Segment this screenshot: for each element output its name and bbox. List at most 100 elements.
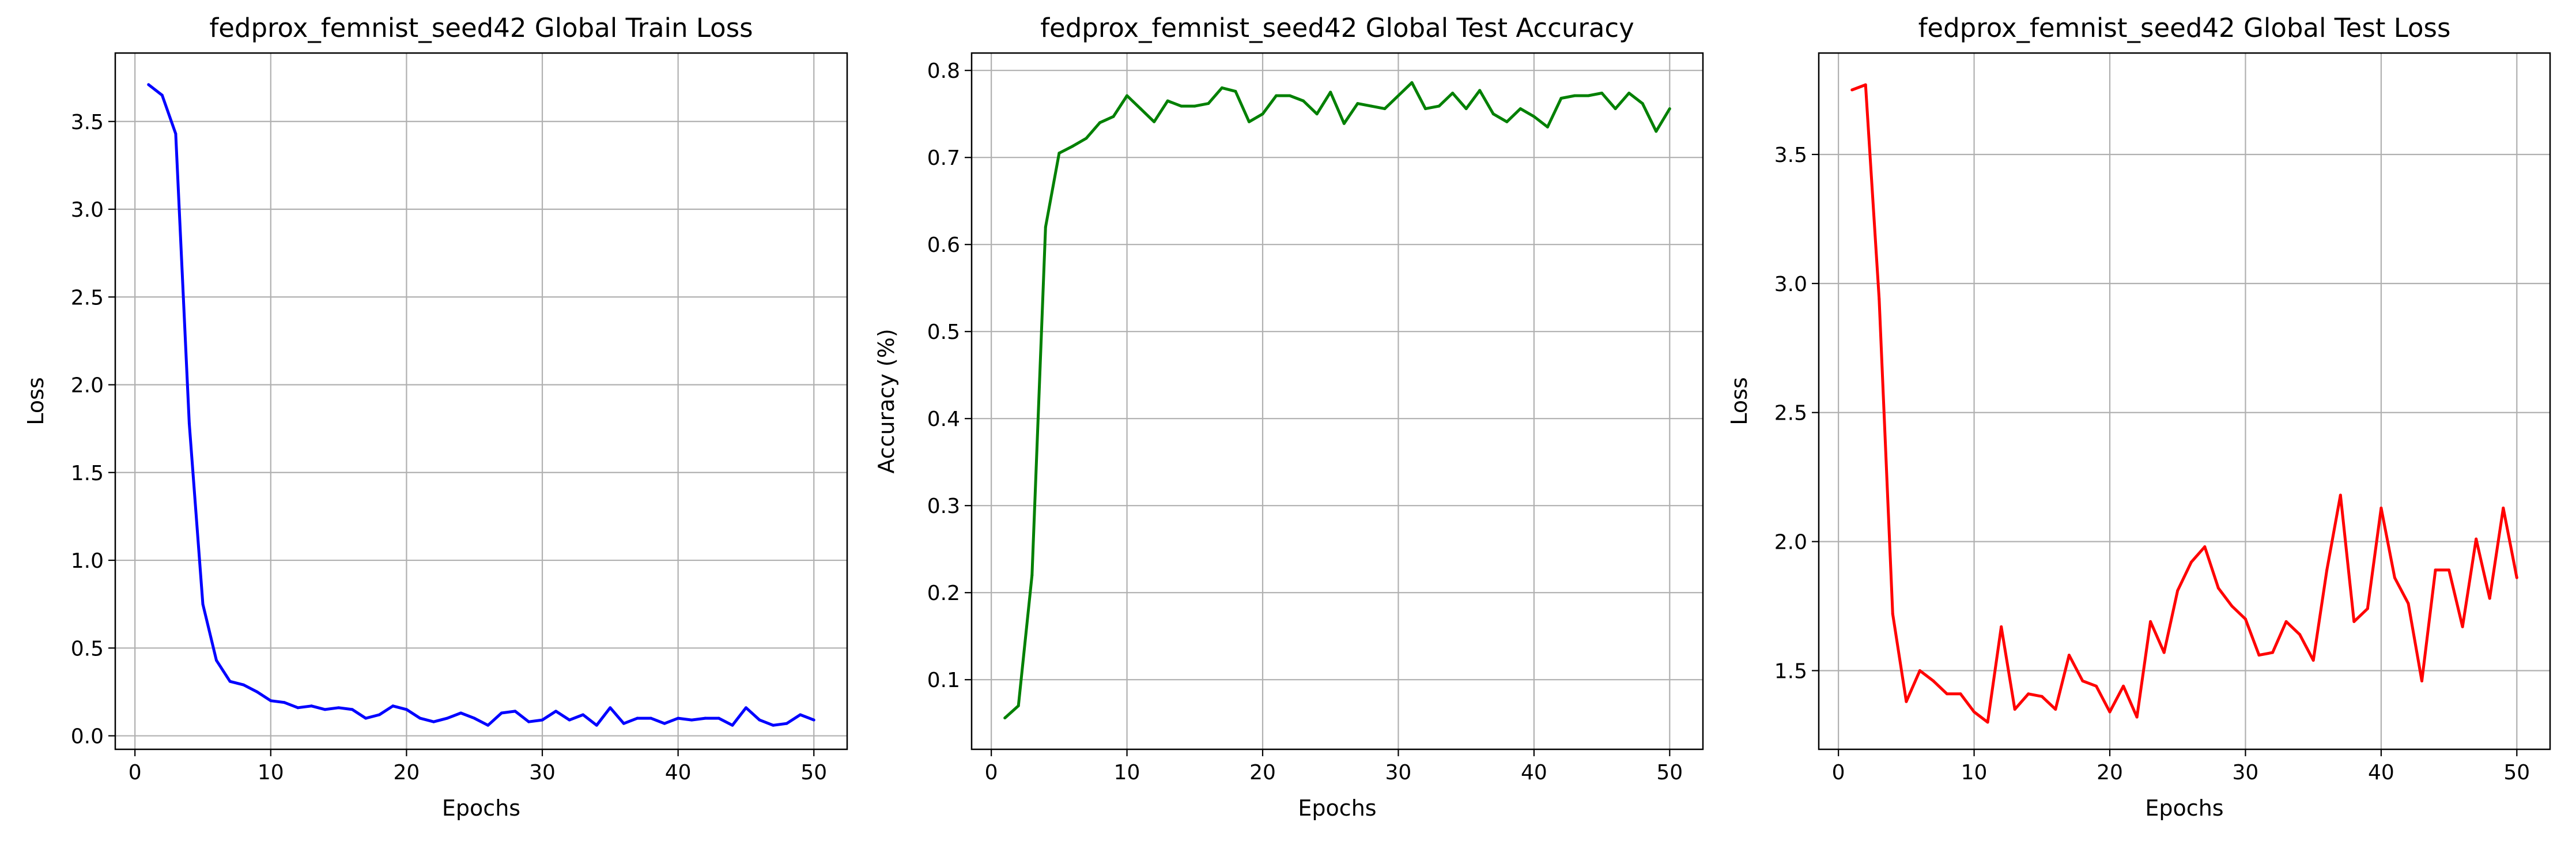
y-tick-label: 2.0 bbox=[71, 374, 104, 398]
y-tick-label: 3.0 bbox=[71, 198, 104, 222]
data-point bbox=[1071, 145, 1074, 148]
data-point bbox=[704, 716, 707, 720]
data-point bbox=[269, 699, 273, 703]
data-point bbox=[772, 723, 775, 727]
data-point bbox=[554, 710, 558, 713]
data-point bbox=[568, 718, 571, 722]
data-point bbox=[1030, 574, 1034, 577]
data-point bbox=[2135, 715, 2139, 719]
x-tick-label: 20 bbox=[2097, 761, 2123, 784]
data-point bbox=[147, 83, 150, 86]
data-point bbox=[215, 659, 218, 662]
y-tick-label: 0.6 bbox=[927, 233, 960, 257]
data-point bbox=[1396, 94, 1400, 97]
x-tick-label: 10 bbox=[1114, 761, 1140, 784]
data-point bbox=[1532, 115, 1536, 118]
data-point bbox=[2447, 568, 2451, 572]
axes-frame bbox=[970, 52, 1704, 750]
data-point bbox=[1587, 94, 1590, 97]
data-point bbox=[2284, 620, 2288, 623]
data-point bbox=[785, 722, 788, 725]
data-point bbox=[1044, 225, 1047, 229]
data-point bbox=[595, 723, 598, 727]
data-point bbox=[2040, 695, 2044, 698]
data-point bbox=[1905, 700, 1908, 703]
data-point bbox=[2488, 597, 2491, 600]
data-point bbox=[242, 683, 245, 686]
data-point bbox=[1600, 91, 1604, 95]
y-tick-label: 1.5 bbox=[1774, 659, 1807, 683]
data-point bbox=[2176, 589, 2180, 593]
data-point bbox=[309, 704, 313, 708]
data-point bbox=[1207, 102, 1210, 105]
data-point bbox=[1057, 152, 1061, 155]
y-tick-label: 1.5 bbox=[71, 462, 104, 485]
data-point bbox=[160, 93, 164, 97]
y-tick-label: 0.7 bbox=[927, 146, 960, 170]
data-point bbox=[2027, 692, 2030, 696]
data-point bbox=[405, 708, 408, 711]
data-point bbox=[255, 690, 259, 693]
y-tick-label: 2.5 bbox=[71, 286, 104, 310]
data-point bbox=[758, 718, 761, 722]
data-point bbox=[812, 718, 815, 722]
data-point bbox=[2203, 545, 2207, 549]
data-point bbox=[744, 706, 747, 710]
data-point bbox=[1112, 115, 1115, 118]
data-point bbox=[1410, 81, 1414, 84]
data-point bbox=[377, 713, 381, 716]
y-tick-label: 3.0 bbox=[1774, 273, 1807, 296]
data-point bbox=[1959, 692, 1962, 696]
data-point bbox=[690, 718, 693, 722]
data-point bbox=[513, 710, 517, 713]
data-point bbox=[1234, 89, 1237, 93]
data-point bbox=[2271, 651, 2275, 654]
x-tick-label: 50 bbox=[800, 761, 827, 784]
axes-frame bbox=[114, 52, 848, 750]
y-tick-label: 0.3 bbox=[927, 495, 960, 518]
data-point bbox=[1945, 692, 1948, 696]
data-point bbox=[2475, 537, 2478, 541]
data-point bbox=[1891, 612, 1894, 616]
series-line bbox=[1004, 81, 1671, 719]
chart-panel-test-loss: 0 10 20 30 40 50 1.5 2.0 2.5 3.0 3.5 fedprox_femni… bbox=[1727, 13, 2551, 821]
y-axis-label: Accuracy (%) bbox=[874, 329, 899, 473]
data-point bbox=[228, 680, 232, 683]
data-point bbox=[1193, 104, 1196, 108]
data-point bbox=[1261, 112, 1264, 116]
data-point bbox=[174, 132, 177, 135]
data-point bbox=[717, 716, 720, 720]
data-point bbox=[1369, 104, 1373, 108]
data-point bbox=[500, 711, 503, 715]
data-point bbox=[1641, 102, 1644, 105]
x-tick-label: 0 bbox=[1832, 761, 1845, 784]
data-point bbox=[1478, 89, 1482, 92]
x-axis-label: Epochs bbox=[2145, 795, 2223, 821]
data-point bbox=[2230, 605, 2234, 608]
x-tick-label: 40 bbox=[1521, 761, 1547, 784]
chart-title: fedprox_femnist_seed42 Global Train Loss bbox=[209, 13, 753, 43]
data-point bbox=[677, 716, 680, 720]
data-point bbox=[1932, 679, 1935, 682]
x-tick-label: 10 bbox=[258, 761, 284, 784]
data-point bbox=[1451, 91, 1455, 95]
data-point bbox=[1424, 107, 1427, 111]
data-point bbox=[1125, 94, 1129, 97]
x-tick-label: 30 bbox=[529, 761, 556, 784]
data-point bbox=[2243, 617, 2247, 621]
data-point bbox=[2189, 560, 2193, 564]
x-tick-label: 20 bbox=[1249, 761, 1276, 784]
x-tick-label: 40 bbox=[2368, 761, 2394, 784]
data-point bbox=[1505, 120, 1509, 123]
data-point bbox=[350, 708, 354, 711]
data-point bbox=[2407, 602, 2410, 605]
data-point bbox=[2162, 651, 2166, 654]
data-point bbox=[1329, 90, 1332, 94]
chart-title: fedprox_femnist_seed42 Global Test Accur… bbox=[1040, 13, 1634, 43]
y-axis-label: Loss bbox=[23, 377, 48, 425]
x-tick-label: 30 bbox=[2233, 761, 2259, 784]
data-point bbox=[1342, 122, 1346, 125]
data-point bbox=[1573, 94, 1577, 97]
